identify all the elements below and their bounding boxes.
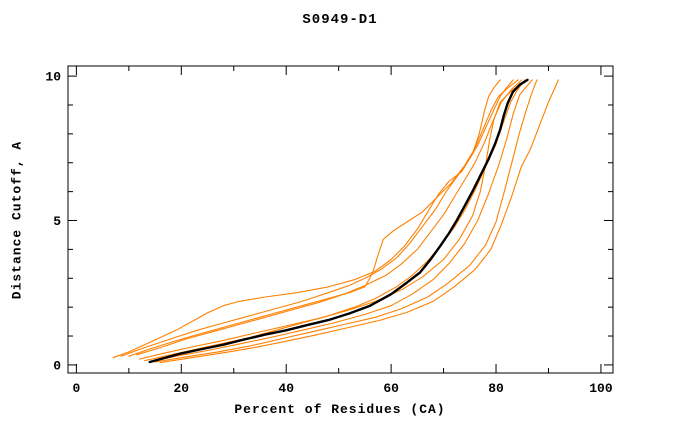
x-tick-label: 60 <box>383 381 399 396</box>
x-tick-label: 0 <box>72 381 80 396</box>
series-line-orange-2 <box>120 79 514 357</box>
x-tick-label: 40 <box>278 381 294 396</box>
y-tick-label: 0 <box>53 358 61 373</box>
series-line-orange-9 <box>159 79 559 364</box>
x-tick-label: 80 <box>488 381 504 396</box>
series-line-black-bold <box>148 78 529 364</box>
series-line-orange-4 <box>136 79 523 356</box>
plot-border <box>67 65 614 374</box>
series-line-orange-3 <box>128 79 519 357</box>
x-axis-label: Percent of Residues (CA) <box>234 402 446 417</box>
x-tick-label: 100 <box>589 381 613 396</box>
x-tick-label: 20 <box>173 381 189 396</box>
y-tick-label: 5 <box>53 214 61 229</box>
series-line-orange-6 <box>138 79 529 360</box>
series-line-orange-7 <box>149 79 533 363</box>
chart-title: S0949-D1 <box>302 12 378 28</box>
series-line-orange-8 <box>154 79 538 363</box>
series-line-orange-1 <box>112 79 501 359</box>
y-tick-label: 10 <box>45 70 61 85</box>
